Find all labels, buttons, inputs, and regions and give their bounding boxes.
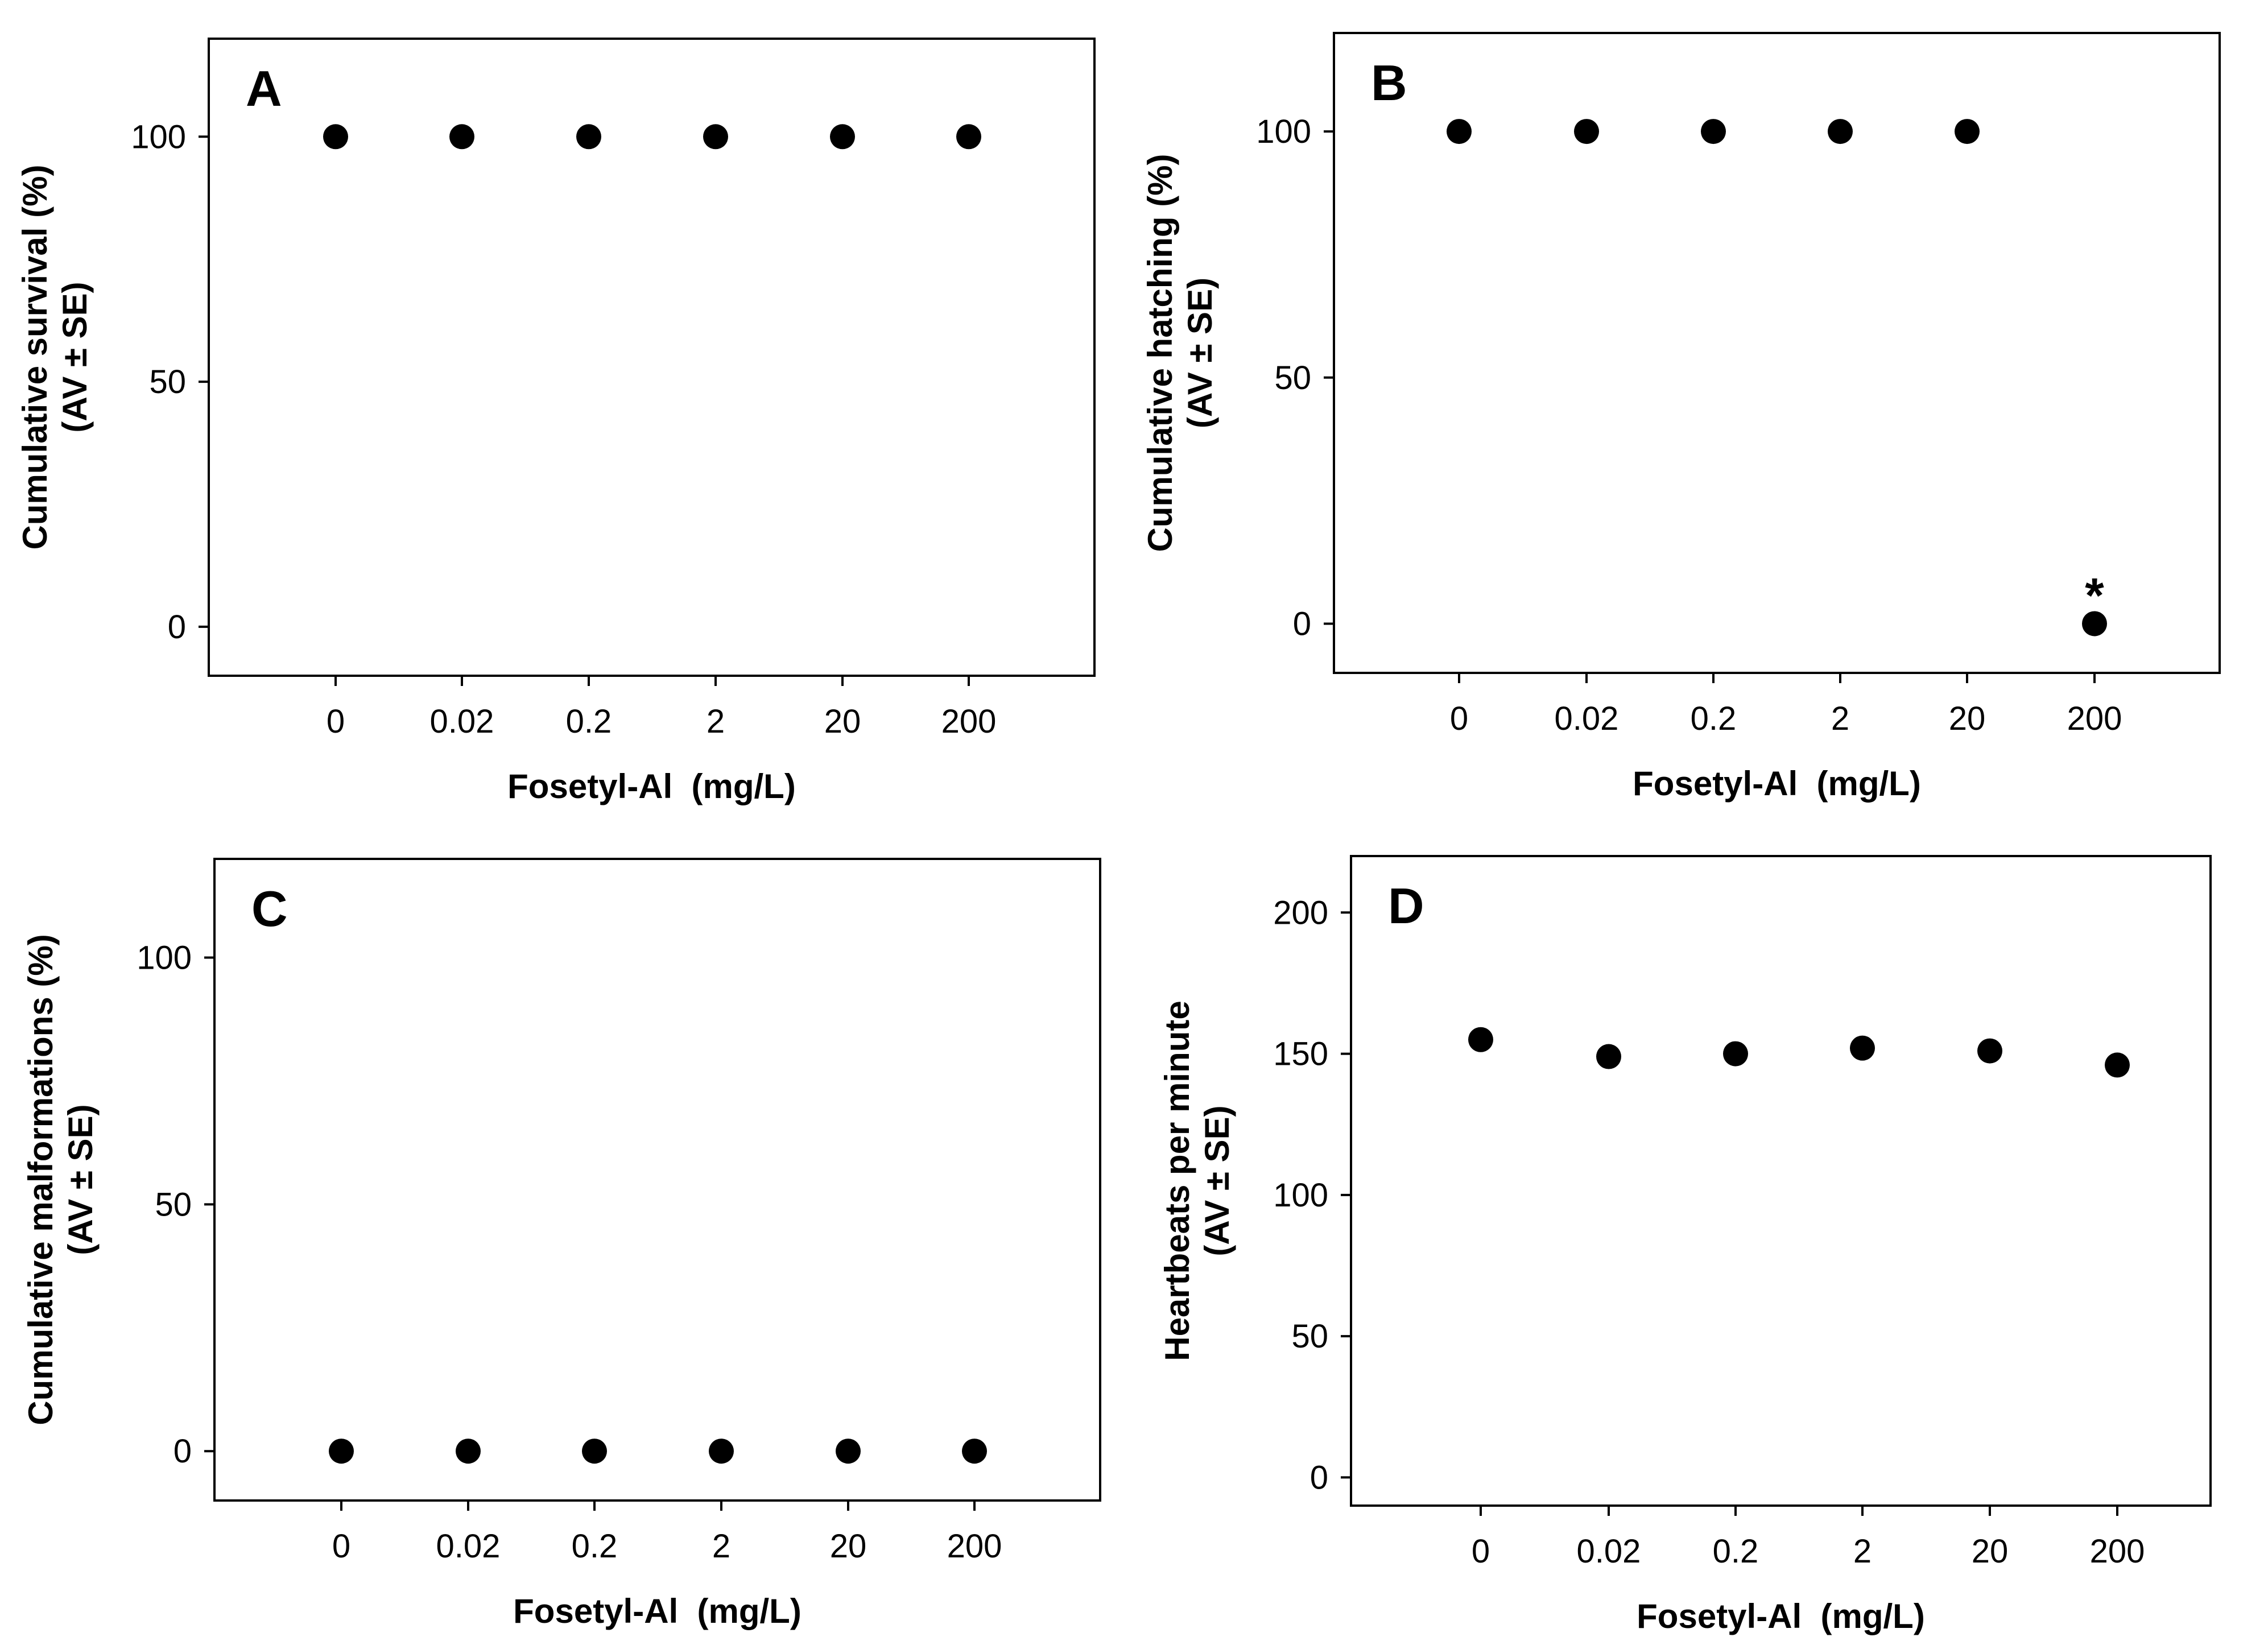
y-tick-label-d-100: 100 (1273, 1177, 1328, 1214)
data-point-b-2 (1701, 119, 1726, 144)
y-axis-subtitle-c: (AV ± SE) (61, 1104, 100, 1255)
significance-marker-b: * (2085, 568, 2104, 623)
data-point-c-4 (836, 1439, 861, 1464)
data-point-b-4 (1955, 119, 1980, 144)
x-tick-label-c-2: 0.2 (572, 1528, 618, 1565)
y-tick-label-a-100: 100 (131, 118, 186, 155)
data-point-a-1 (449, 124, 474, 150)
x-tick-label-d-5: 200 (2090, 1533, 2145, 1570)
data-point-d-0 (1468, 1027, 1493, 1052)
x-axis-title-a: Fosetyl-Al (mg/L) (507, 767, 796, 805)
y-axis-subtitle-b: (AV ± SE) (1181, 278, 1219, 428)
data-point-a-2 (576, 124, 601, 150)
panel-c: 0 50 100 0 0.02 0.2 2 20 200 Fosetyl-Al (mg/L) Cum… (22, 858, 1101, 1630)
y-axis-title-c: Cumulative malformations (%) (22, 934, 60, 1425)
x-tick-label-c-3: 2 (712, 1528, 730, 1565)
x-tick-label-a-1: 0.02 (430, 703, 494, 740)
plot-frame-c (213, 858, 1101, 1502)
plot-frame-b (1333, 32, 2221, 674)
y-tick-label-b-0: 0 (1293, 605, 1311, 642)
y-tick-label-a-0: 0 (168, 609, 186, 646)
panel-letter-d: D (1388, 878, 1424, 934)
y-tick-label-c-100: 100 (137, 940, 192, 977)
y-axis-title-a: Cumulative survival (%) (16, 165, 54, 550)
panel-a: 0 50 100 0 0.02 0.2 2 20 200 Fosetyl-Al (mg/L) Cum… (16, 38, 1096, 805)
x-tick-label-d-1: 0.02 (1577, 1533, 1641, 1570)
data-point-c-1 (456, 1439, 481, 1464)
data-point-a-5 (956, 124, 981, 150)
y-axis-title-d: Heartbeats per minute (1158, 1001, 1196, 1361)
x-tick-label-a-4: 20 (824, 703, 861, 740)
panel-letter-a: A (246, 60, 282, 117)
panel-b: 0 50 100 0 0.02 0.2 2 20 200 Fosetyl-Al (mg/L) Cum… (1141, 32, 2221, 803)
data-point-a-3 (703, 124, 728, 150)
y-tick-label-d-150: 150 (1273, 1036, 1328, 1073)
x-tick-label-a-3: 2 (707, 703, 725, 740)
y-tick-label-b-100: 100 (1256, 113, 1311, 150)
x-tick-label-d-4: 20 (1972, 1533, 2009, 1570)
y-tick-label-d-200: 200 (1273, 894, 1328, 931)
data-point-d-2 (1723, 1041, 1748, 1067)
plot-frame-a (208, 38, 1096, 677)
y-axis-title-b: Cumulative hatching (%) (1141, 154, 1179, 552)
x-tick-label-b-1: 0.02 (1555, 700, 1619, 737)
data-point-d-5 (2105, 1052, 2130, 1078)
y-tick-label-d-50: 50 (1291, 1318, 1328, 1355)
x-tick-label-c-1: 0.02 (436, 1528, 501, 1565)
data-point-b-5 (2082, 611, 2107, 636)
x-tick-label-b-4: 20 (1949, 700, 1986, 737)
data-point-b-3 (1828, 119, 1853, 144)
x-tick-label-c-5: 200 (947, 1528, 1002, 1565)
data-point-d-4 (1977, 1038, 2002, 1064)
plot-frame-d (1350, 855, 2212, 1507)
y-tick-label-d-0: 0 (1310, 1459, 1328, 1496)
data-point-c-3 (709, 1439, 734, 1464)
y-tick-label-c-50: 50 (155, 1186, 192, 1223)
x-tick-label-d-0: 0 (1472, 1533, 1490, 1570)
y-tick-label-c-0: 0 (173, 1433, 192, 1470)
data-point-a-0 (323, 124, 348, 150)
x-tick-label-b-0: 0 (1450, 700, 1468, 737)
panel-letter-c: C (251, 881, 288, 937)
x-tick-label-c-4: 20 (830, 1528, 867, 1565)
x-tick-label-a-0: 0 (327, 703, 345, 740)
y-axis-subtitle-a: (AV ± SE) (56, 282, 94, 432)
x-tick-label-d-3: 2 (1853, 1533, 1872, 1570)
data-point-a-4 (830, 124, 855, 150)
data-point-c-2 (582, 1439, 607, 1464)
x-tick-label-a-5: 200 (941, 703, 997, 740)
data-point-c-5 (962, 1439, 987, 1464)
data-point-d-3 (1850, 1035, 1875, 1061)
x-axis-title-c: Fosetyl-Al (mg/L) (513, 1592, 802, 1630)
panel-letter-b: B (1371, 55, 1407, 111)
x-tick-label-b-2: 0.2 (1691, 700, 1737, 737)
panel-d: 0 50 100 150 200 0 0.02 0.2 2 20 200 Fosetyl-Al (mg… (1158, 855, 2212, 1635)
y-tick-label-b-50: 50 (1274, 359, 1311, 396)
x-tick-label-a-2: 0.2 (566, 703, 612, 740)
data-point-b-0 (1447, 119, 1472, 144)
x-tick-label-c-0: 0 (332, 1528, 350, 1565)
y-axis-subtitle-d: (AV ± SE) (1198, 1105, 1236, 1256)
y-tick-label-a-50: 50 (149, 363, 186, 400)
x-axis-title-b: Fosetyl-Al (mg/L) (1633, 764, 1921, 803)
x-tick-label-b-5: 200 (2067, 700, 2122, 737)
data-point-b-1 (1574, 119, 1599, 144)
x-tick-label-b-3: 2 (1831, 700, 1849, 737)
x-tick-label-d-2: 0.2 (1713, 1533, 1759, 1570)
data-point-c-0 (329, 1439, 354, 1464)
x-axis-title-d: Fosetyl-Al (mg/L) (1637, 1597, 1925, 1635)
data-point-d-1 (1596, 1044, 1621, 1069)
